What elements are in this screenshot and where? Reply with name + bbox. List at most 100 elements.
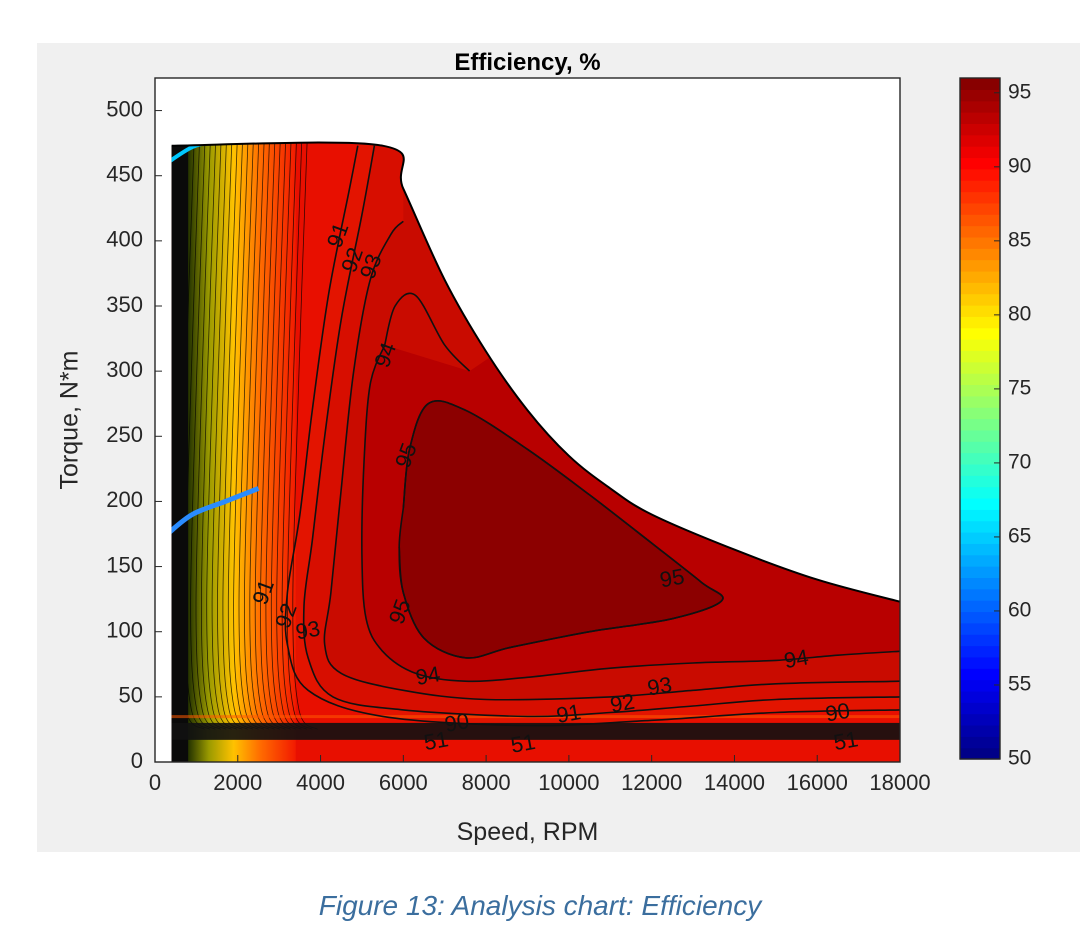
colorbar-swatch xyxy=(960,600,1000,613)
low-speed-contour-line xyxy=(249,142,275,730)
colorbar-tick-label: 90 xyxy=(1008,154,1031,177)
colorbar-tick-label: 50 xyxy=(1008,747,1031,770)
colorbar-swatch xyxy=(960,475,1000,488)
x-tick-label: 4000 xyxy=(296,770,345,795)
low-speed-contour-line xyxy=(254,142,281,730)
colorbar-swatch xyxy=(960,463,1000,476)
contour-label: 95 xyxy=(658,564,686,593)
colorbar-frame xyxy=(959,77,1001,760)
plot-frame xyxy=(154,77,901,763)
torque-step-streak xyxy=(171,486,260,536)
low-speed-contour-line xyxy=(238,142,265,730)
colorbar-tick-label: 60 xyxy=(1008,599,1031,622)
colorbar-swatch xyxy=(960,350,1000,363)
colorbar-swatch xyxy=(960,418,1000,431)
colorbar-swatch xyxy=(960,123,1000,136)
colorbar-swatch xyxy=(960,645,1000,658)
colorbar-tick-label: 70 xyxy=(1008,450,1031,473)
colorbar-swatch xyxy=(960,78,1000,90)
colorbar-swatch xyxy=(960,588,1000,601)
low-speed-contour-line xyxy=(281,142,308,730)
colorbar-swatch xyxy=(960,407,1000,420)
contour-line-93 xyxy=(323,220,900,701)
colorbar-swatch xyxy=(960,566,1000,578)
low-speed-contour-line xyxy=(233,142,259,730)
contour-label: 90 xyxy=(823,698,851,727)
low-speed-contour-line xyxy=(217,142,243,730)
colorbar-swatch xyxy=(960,736,1000,749)
colorbar-swatch xyxy=(960,520,1000,533)
colorbar-tick-label: 75 xyxy=(1008,376,1031,399)
colorbar-tick-label: 95 xyxy=(1008,80,1031,103)
colorbar-swatch xyxy=(960,236,1000,249)
low-speed-contour-line xyxy=(206,142,232,730)
colorbar-swatch xyxy=(960,509,1000,522)
y-tick-label: 250 xyxy=(106,422,143,447)
low-speed-contour-line xyxy=(260,142,286,730)
colorbar-tick-label: 65 xyxy=(1008,524,1031,547)
contour-label: 94 xyxy=(782,644,810,673)
colorbar-swatch xyxy=(960,202,1000,215)
low-speed-contour-line xyxy=(265,142,292,730)
colorbar-swatch xyxy=(960,327,1000,340)
y-tick-label: 450 xyxy=(106,162,143,187)
x-tick-label: 12000 xyxy=(621,770,682,795)
band-95 xyxy=(399,400,724,658)
colorbar-swatch xyxy=(960,157,1000,170)
x-tick-label: 10000 xyxy=(538,770,599,795)
y-tick-label: 0 xyxy=(131,748,143,773)
y-tick-label: 350 xyxy=(106,292,143,317)
colorbar-swatch xyxy=(960,747,1000,760)
colorbar-swatch xyxy=(960,634,1000,647)
colorbar-swatch xyxy=(960,577,1000,590)
contour-line-95-closed xyxy=(398,400,724,659)
low-speed-contour-line xyxy=(286,142,313,730)
colorbar-swatch xyxy=(960,112,1000,124)
colorbar-swatch xyxy=(960,452,1000,465)
colorbar-swatch xyxy=(960,668,1000,681)
low-speed-contour-line xyxy=(190,142,216,730)
colorbar-swatch xyxy=(960,293,1000,306)
colorbar-swatch xyxy=(960,384,1000,397)
colorbar-swatch xyxy=(960,134,1000,147)
contour-label: 51 xyxy=(832,726,860,755)
y-tick-label: 500 xyxy=(106,96,143,121)
x-tick-label: 18000 xyxy=(869,770,930,795)
colorbar-tick-label: 85 xyxy=(1008,228,1031,251)
contour-label: 92 xyxy=(608,689,636,718)
contour-line-94-b xyxy=(361,344,900,683)
colorbar-swatch xyxy=(960,248,1000,261)
colorbar-swatch xyxy=(960,543,1000,556)
colorbar-swatch xyxy=(960,429,1000,442)
colorbar-swatch xyxy=(960,702,1000,715)
low-speed-contour-line xyxy=(227,142,254,730)
x-tick-label: 14000 xyxy=(704,770,765,795)
y-tick-label: 200 xyxy=(106,487,143,512)
low-speed-contour-line xyxy=(211,142,238,730)
colorbar-swatch xyxy=(960,486,1000,499)
colorbar-swatch xyxy=(960,214,1000,227)
contour-label: 94 xyxy=(414,661,442,690)
colorbar-swatch xyxy=(960,656,1000,669)
x-tick-label: 2000 xyxy=(213,770,262,795)
figure-panel: 91 92 93 94 95 95 95 94 94 93 92 91 91 92 93 51 51 51 90 90… xyxy=(37,43,1080,852)
y-tick-label: 400 xyxy=(106,227,143,252)
low-speed-contour-line xyxy=(243,142,270,730)
colorbar-swatch xyxy=(960,690,1000,703)
y-tick-label: 50 xyxy=(119,683,143,708)
contour-label: 51 xyxy=(509,729,537,758)
low-speed-contour-line xyxy=(195,142,222,730)
low-speed-contour-line xyxy=(200,142,227,730)
contour-line-94 xyxy=(383,292,471,372)
x-tick-label: 8000 xyxy=(462,770,511,795)
colorbar-swatch xyxy=(960,622,1000,635)
contour-label: 93 xyxy=(294,616,322,645)
y-tick-label: 300 xyxy=(106,357,143,382)
colorbar-swatch xyxy=(960,339,1000,351)
colorbar-swatch xyxy=(960,100,1000,113)
colorbar-swatch xyxy=(960,361,1000,374)
low-speed-contour-line xyxy=(270,142,297,730)
colorbar-tick-label: 55 xyxy=(1008,673,1031,696)
colorbar-swatch xyxy=(960,532,1000,544)
colorbar-swatch xyxy=(960,713,1000,726)
